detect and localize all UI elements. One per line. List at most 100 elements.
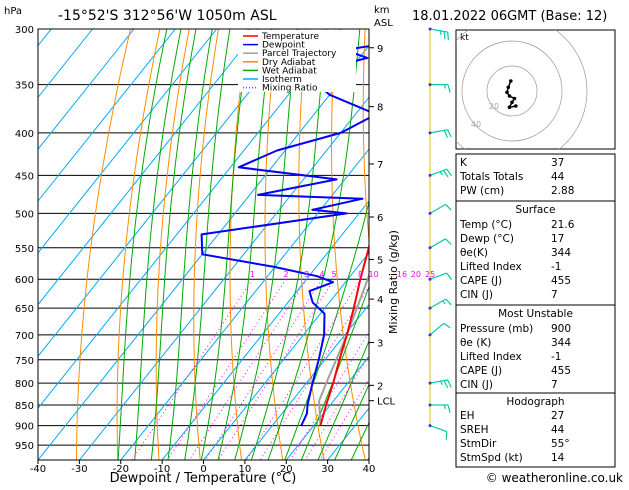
wind-barb [429,380,452,388]
wind-barb [429,424,447,440]
table-row-value: 17 [551,233,564,245]
pressure-tick-label: 600 [15,275,34,286]
pressure-tick-label: 550 [15,244,34,255]
table-row-label: θe (K) [460,337,491,349]
table-row-value: 44 [551,171,565,183]
copyright: © weatheronline.co.uk [486,471,623,485]
temperature-tick-label: -40 [30,464,46,475]
datetime-title: 18.01.2022 06GMT (Base: 12) [412,9,607,24]
hodograph-ring-label: 20 [489,102,499,111]
pressure-tick-label: 400 [15,129,34,140]
table-row-value: 7 [551,289,558,301]
table-row-label: SREH [460,424,489,436]
hodograph-point [509,79,513,83]
altitude-tick-label: 2 [377,381,383,392]
pressure-tick-label: 950 [15,441,34,452]
table-row-value: 37 [551,157,564,169]
hodograph-point [510,101,514,105]
table-row-value: -1 [551,351,561,363]
table-row-value: 44 [551,424,565,436]
surface-title: Surface [515,204,555,216]
table-row-label: Lifted Index [460,261,522,273]
dry-adiabat-line [394,29,448,460]
altitude-tick-label: 3 [377,339,383,350]
most-unstable-title: Most Unstable [498,308,573,320]
altitude-tick-label: 8 [377,103,383,114]
table-row-label: Pressure (mb) [460,323,533,335]
wind-barb [429,28,449,41]
hodograph-unit-label: kt [460,33,469,43]
table-row-label: PW (cm) [460,185,504,197]
location-title: -15°52'S 312°56'W 1050m ASL [58,8,277,24]
legend-entry: Mixing Ratio [262,84,318,94]
table-row-label: CAPE (J) [460,365,502,377]
pressure-tick-label: 700 [15,331,34,342]
altitude-tick-label: 9 [377,44,383,55]
temperature-tick-label: 40 [363,464,376,475]
wet-adiabat-line [118,29,167,464]
altitude-tick-label: 5 [377,255,383,266]
altitude-tick-label: 4 [377,295,383,306]
altitude-tick-label: LCL [377,397,396,408]
table-row-value: 55° [551,438,570,450]
table-row-value: 2.88 [551,185,574,197]
hodograph-point [507,86,511,90]
pressure-tick-label: 450 [15,171,34,182]
hodograph-ring-label: 40 [471,120,481,129]
table-row-label: Dewp (°C) [460,233,514,245]
hodograph-point [513,97,517,101]
table-row-label: K [460,157,468,169]
pressure-tick-label: 300 [15,25,34,36]
mixing-ratio-label: 2 [283,270,288,279]
dry-adiabat-line [265,29,283,460]
table-row-label: θe(K) [460,247,488,259]
temperature-tick-label: -30 [71,464,87,475]
wet-adiabat-line [134,29,181,464]
mixing-ratio-axis-label: Mixing Ratio (g/kg) [387,230,400,334]
table-row-label: EH [460,410,475,422]
table-row-label: Temp (°C) [459,219,512,231]
km-label: km [374,5,390,16]
hodograph-point [508,94,512,98]
hodograph-point [514,104,518,108]
table-row-label: CIN (J) [460,379,493,391]
table-row-value: 900 [551,323,571,335]
altitude-tick-label: 6 [377,213,383,224]
hpa-label: hPa [4,6,22,17]
mixing-ratio-label: 1 [250,270,255,279]
wind-barb [429,323,451,336]
mixing-ratio-label: 4 [319,270,324,279]
isotherm-line [121,29,465,460]
pressure-tick-label: 500 [15,209,34,220]
wet-adiabat-line [184,29,230,464]
dry-adiabat-line [363,29,406,460]
table-row-value: 344 [551,337,571,349]
wet-adiabat-line [201,29,250,464]
pressure-tick-label: 650 [15,304,34,315]
isotherm-line [0,29,93,460]
table-row-label: CAPE (J) [460,275,502,287]
table-row-value: -1 [551,261,561,273]
hodograph: kt 20 40 [437,16,615,166]
table-row-value: 21.6 [551,219,575,231]
wind-barbs [429,28,452,440]
mixing-ratio-label: 8 [358,270,363,279]
table-row-label: Lifted Index [460,351,522,363]
table-row-value: 455 [551,275,571,287]
table-row-label: StmSpd (kt) [460,452,523,464]
table-row-label: StmDir [460,438,497,450]
table-row-value: 455 [551,365,571,377]
pressure-tick-label: 750 [15,356,34,367]
table-row-value: 344 [551,247,571,259]
wet-adiabat-line [217,29,272,464]
mixing-ratio-label: 5 [332,270,337,279]
table-row-value: 27 [551,410,564,422]
wind-barb [429,204,452,215]
pressure-axis: 3003504004505005506006507007508008509009… [15,25,34,452]
wind-barb [429,83,451,92]
isotherm-line [0,29,258,460]
wind-barb [429,299,452,310]
